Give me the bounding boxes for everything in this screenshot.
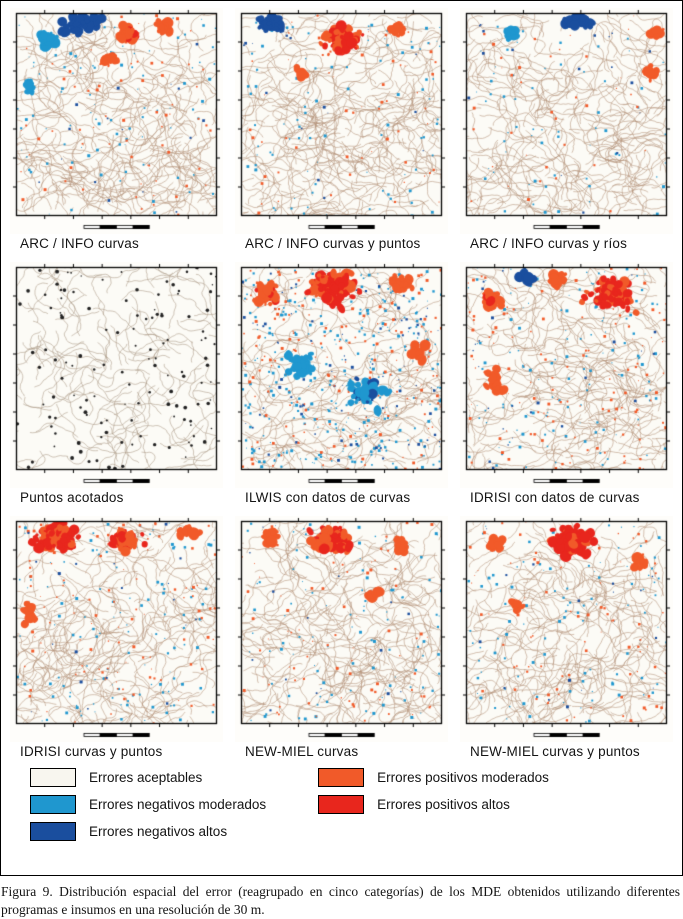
legend: Errores aceptables Errores negativos mod… bbox=[10, 768, 673, 841]
legend-label: Errores positivos altos bbox=[377, 797, 510, 812]
map-panel-label: ARC / INFO curvas bbox=[20, 236, 139, 251]
map-puntos-acotados bbox=[10, 262, 223, 488]
map-panel: Puntos acotados bbox=[10, 262, 223, 505]
legend-item-negativos-moderados: Errores negativos moderados bbox=[30, 795, 266, 814]
error-map-idrisi-curvas bbox=[460, 262, 673, 488]
map-grid: ARC / INFO curvas ARC / INFO curvas y pu… bbox=[10, 8, 673, 759]
map-panel-label: Puntos acotados bbox=[20, 490, 124, 505]
map-panel-label: NEW-MIEL curvas y puntos bbox=[470, 744, 640, 759]
map-panel-label: ARC / INFO curvas y puntos bbox=[245, 236, 421, 251]
legend-label: Errores negativos moderados bbox=[89, 797, 267, 812]
map-panel: ARC / INFO curvas y puntos bbox=[235, 8, 448, 251]
error-map-arcinfo-curvas-puntos bbox=[235, 8, 448, 234]
legend-swatch-aceptables bbox=[30, 768, 76, 787]
legend-label: Errores negativos altos bbox=[89, 824, 228, 839]
map-panel-label: IDRISI curvas y puntos bbox=[20, 744, 163, 759]
legend-column-left: Errores aceptables Errores negativos mod… bbox=[30, 768, 266, 841]
error-map-idrisi-curvas-puntos bbox=[10, 516, 223, 742]
map-panel: IDRISI con datos de curvas bbox=[460, 262, 673, 505]
legend-swatch-positivos-moderados bbox=[318, 768, 365, 787]
map-panel: IDRISI curvas y puntos bbox=[10, 516, 223, 759]
legend-column-right: Errores positivos moderados Errores posi… bbox=[318, 768, 549, 814]
legend-swatch-negativos-moderados bbox=[30, 795, 76, 814]
legend-item-aceptables: Errores aceptables bbox=[30, 768, 266, 787]
map-panel-label: IDRISI con datos de curvas bbox=[470, 490, 640, 505]
legend-swatch-negativos-altos bbox=[30, 822, 76, 841]
legend-item-positivos-moderados: Errores positivos moderados bbox=[318, 768, 549, 787]
legend-item-negativos-altos: Errores negativos altos bbox=[30, 822, 266, 841]
legend-label: Errores aceptables bbox=[89, 770, 203, 785]
error-map-arcinfo-curvas bbox=[10, 8, 223, 234]
figure-frame: ARC / INFO curvas ARC / INFO curvas y pu… bbox=[0, 0, 683, 876]
map-panel: NEW-MIEL curvas bbox=[235, 516, 448, 759]
error-map-newmiel-curvas bbox=[235, 516, 448, 742]
map-panel-label: NEW-MIEL curvas bbox=[245, 744, 359, 759]
map-panel: ARC / INFO curvas bbox=[10, 8, 223, 251]
error-map-arcinfo-curvas-rios bbox=[460, 8, 673, 234]
map-panel-label: ILWIS con datos de curvas bbox=[245, 490, 411, 505]
error-map-ilwis-curvas bbox=[235, 262, 448, 488]
map-panel-label: ARC / INFO curvas y ríos bbox=[470, 236, 628, 251]
map-panel: ILWIS con datos de curvas bbox=[235, 262, 448, 505]
map-panel: ARC / INFO curvas y ríos bbox=[460, 8, 673, 251]
error-map-newmiel-curvas-puntos bbox=[460, 516, 673, 742]
legend-item-positivos-altos: Errores positivos altos bbox=[318, 795, 549, 814]
map-panel: NEW-MIEL curvas y puntos bbox=[460, 516, 673, 759]
legend-swatch-positivos-altos bbox=[318, 795, 365, 814]
legend-label: Errores positivos moderados bbox=[377, 770, 549, 785]
figure-caption: Figura 9. Distribución espacial del erro… bbox=[1, 884, 680, 917]
